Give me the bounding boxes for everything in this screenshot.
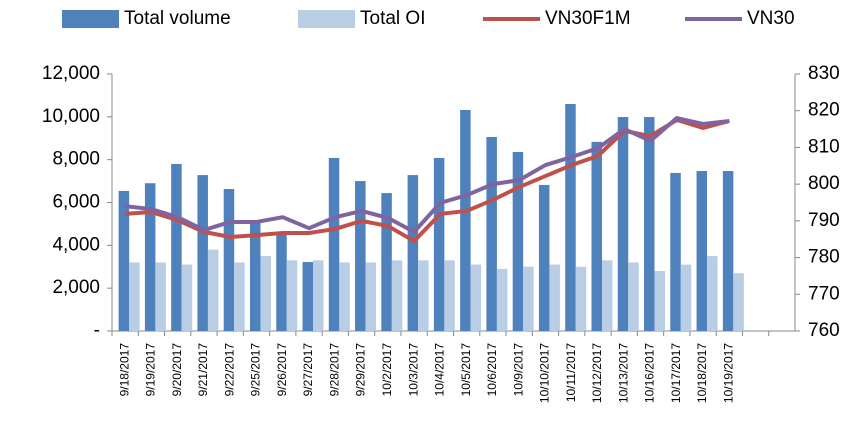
bar: [197, 175, 208, 331]
bar: [365, 262, 377, 331]
bar: [171, 163, 182, 331]
line-series: [124, 117, 730, 244]
x-tick-label: 9/22/2017: [222, 343, 236, 397]
x-tick-label: 10/5/2017: [459, 343, 473, 397]
y2-tick-label: 820: [808, 100, 840, 121]
bar: [591, 141, 602, 331]
bar: [302, 262, 314, 331]
bar: [707, 256, 718, 331]
x-tick-label: 10/12/2017: [590, 343, 604, 403]
y-tick-label: 2,000: [52, 277, 100, 298]
bar: [129, 262, 140, 331]
bar: [207, 249, 219, 331]
legend-label: VN30F1M: [545, 8, 631, 29]
x-tick-label: 10/9/2017: [511, 343, 525, 397]
bar: [617, 117, 629, 331]
x-tick-label: 10/4/2017: [433, 343, 447, 397]
bar: [565, 103, 576, 331]
legend-swatch: [62, 10, 119, 28]
x-tick-label: 10/11/2017: [564, 343, 578, 402]
bar: [339, 262, 350, 331]
bar: [355, 181, 366, 331]
bar: [486, 136, 497, 331]
y2-tick-label: 790: [808, 210, 840, 231]
bar: [391, 260, 403, 331]
x-tick-label: 10/3/2017: [406, 343, 420, 397]
bar: [680, 264, 692, 331]
bar: [460, 109, 471, 331]
x-tick-label: 10/16/2017: [643, 343, 657, 403]
bar: [601, 260, 613, 331]
bar: [628, 262, 639, 331]
x-tick-label: 10/2/2017: [380, 343, 394, 397]
x-tick-label: 9/25/2017: [249, 343, 263, 397]
legend-label: VN30: [747, 8, 795, 29]
bar: [470, 264, 482, 331]
bar: [276, 232, 287, 331]
x-tick-label: 10/6/2017: [485, 343, 499, 397]
x-tick-label: 10/13/2017: [616, 343, 630, 403]
y2-tick-label: 800: [808, 173, 840, 194]
bar: [118, 190, 130, 331]
y2-tick-label: 760: [808, 320, 840, 341]
bar: [260, 256, 271, 331]
y-tick-label: 12,000: [42, 63, 100, 84]
bar: [644, 117, 655, 331]
legend-label: Total OI: [360, 8, 425, 29]
x-tick-label: 9/29/2017: [354, 343, 368, 397]
x-tick-label: 9/19/2017: [144, 343, 158, 397]
x-tick-label: 10/17/2017: [669, 343, 683, 403]
bar: [444, 260, 455, 331]
y-tick-label: 4,000: [52, 234, 100, 255]
y2-tick-label: 810: [808, 136, 840, 157]
bar: [654, 271, 666, 331]
y2-tick-label: 830: [808, 63, 840, 84]
bar: [407, 175, 419, 331]
bar: [549, 264, 560, 331]
x-tick-label: 10/10/2017: [538, 343, 552, 403]
bar: [433, 157, 445, 331]
y2-tick-label: 770: [808, 283, 840, 304]
bar: [155, 262, 166, 331]
x-tick-label: 9/28/2017: [327, 343, 341, 397]
y2-tick-label: 780: [808, 247, 840, 268]
y-tick-label: 10,000: [42, 106, 100, 127]
y-tick-label: -: [94, 320, 100, 341]
bar: [670, 172, 681, 331]
bar: [144, 183, 156, 331]
legend-label: Total volume: [124, 8, 231, 29]
x-tick-label: 9/27/2017: [301, 343, 315, 397]
bar: [381, 193, 392, 331]
bar: [722, 171, 734, 331]
bar: [696, 171, 708, 331]
x-tick-label: 10/18/2017: [695, 343, 709, 403]
bar: [512, 151, 524, 331]
bar: [538, 184, 550, 331]
legend-swatch: [298, 10, 355, 28]
bar: [328, 157, 340, 331]
x-tick-label: 9/21/2017: [196, 343, 210, 397]
x-tick-label: 9/18/2017: [117, 343, 131, 397]
bar: [286, 260, 298, 331]
bar: [313, 260, 324, 331]
bar: [249, 221, 261, 331]
x-tick-label: 9/20/2017: [170, 343, 184, 397]
bar: [418, 260, 429, 331]
bar: [733, 273, 744, 331]
bar: [223, 189, 235, 331]
line-series: [124, 116, 730, 234]
bar: [496, 268, 508, 331]
bar: [234, 262, 245, 331]
y-tick-label: 8,000: [52, 149, 100, 170]
bar: [181, 264, 193, 331]
bar: [523, 266, 534, 331]
bar: [575, 266, 587, 331]
y-tick-label: 6,000: [52, 192, 100, 213]
x-tick-label: 10/19/2017: [721, 343, 735, 403]
x-tick-label: 9/26/2017: [275, 343, 289, 397]
